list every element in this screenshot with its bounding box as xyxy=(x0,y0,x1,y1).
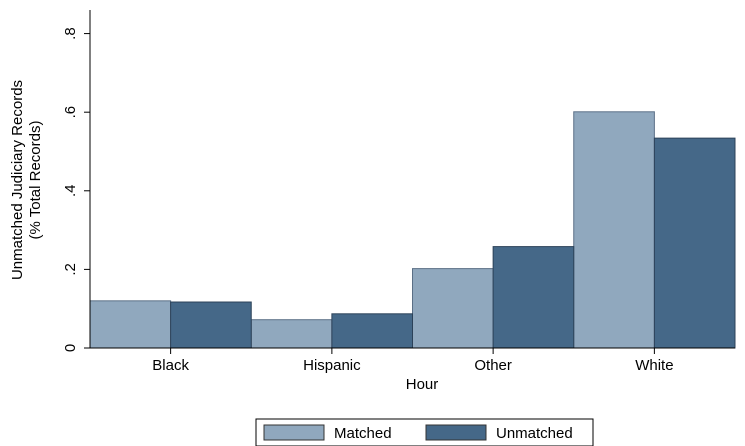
bar-unmatched-other xyxy=(492,246,575,349)
x-tick-label: White xyxy=(635,357,673,374)
x-ticks: Black Hispanic Other White xyxy=(152,348,674,374)
bar-matched-black xyxy=(89,300,172,349)
bar-matched-white xyxy=(573,111,655,349)
legend-label-unmatched: Unmatched xyxy=(496,425,573,442)
bar-unmatched-hispanic xyxy=(331,313,413,349)
bar-matched-hispanic xyxy=(250,319,333,349)
y-tick-label: .2 xyxy=(62,263,79,276)
x-tick-label: Other xyxy=(474,357,512,374)
y-tick-label: .4 xyxy=(62,185,79,198)
y-tick-label: .8 xyxy=(62,27,79,40)
y-axis-label-line2: (% Total Records) xyxy=(27,121,44,240)
legend-swatch-matched xyxy=(263,424,325,441)
x-axis-label: Hour xyxy=(406,376,439,393)
y-tick-label: .6 xyxy=(62,106,79,119)
x-tick-label: Black xyxy=(152,357,189,374)
legend-swatch-unmatched xyxy=(425,424,487,441)
bars-layer xyxy=(89,111,736,349)
y-tick-label: 0 xyxy=(62,344,79,352)
y-ticks: 0 .2 .4 .6 .8 xyxy=(62,27,90,352)
bar-unmatched-white xyxy=(653,137,736,349)
bar-unmatched-black xyxy=(170,301,252,349)
x-tick-label: Hispanic xyxy=(303,357,361,374)
bar-matched-other xyxy=(412,268,494,349)
legend-label-matched: Matched xyxy=(334,425,392,442)
y-axis-label-line1: Unmatched Judiciary Records xyxy=(9,80,26,280)
legend: Matched Unmatched xyxy=(255,418,594,446)
